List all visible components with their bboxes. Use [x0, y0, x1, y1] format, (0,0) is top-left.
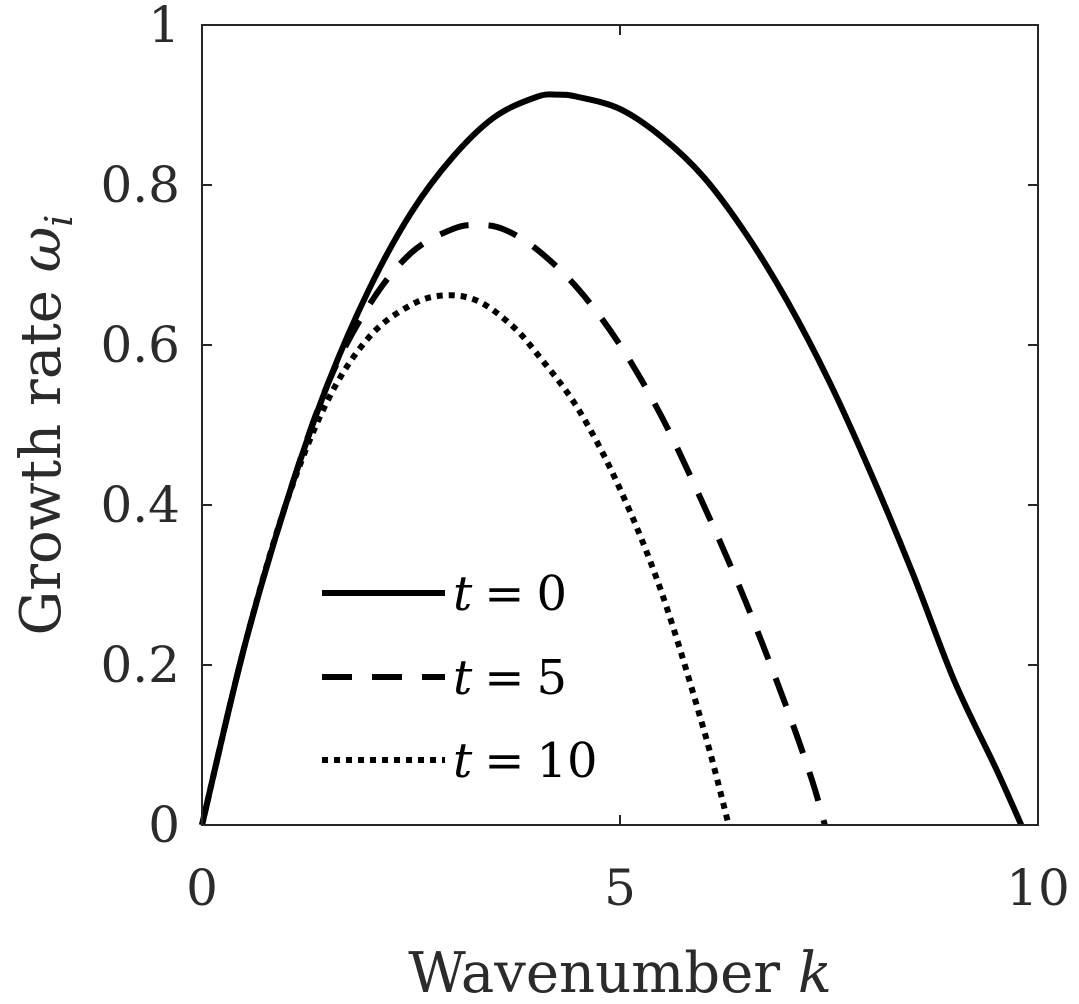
y-tick-label: 0.6	[100, 316, 180, 374]
legend-var: t	[453, 566, 473, 622]
series-line-3	[199, 292, 732, 826]
legend-var: t	[453, 650, 473, 706]
x-tick-label: 10	[1006, 859, 1070, 917]
legend-value: 10	[537, 733, 598, 789]
legend-eq: =	[484, 650, 524, 706]
legend-label-1: t = 0	[453, 566, 567, 622]
y-tick-label: 0.8	[100, 156, 180, 214]
series-lines	[199, 91, 1025, 827]
legend-label-3: t = 10	[453, 733, 598, 789]
y-tick-label: 1	[148, 0, 180, 54]
y-axis-label-text: Growth rate	[9, 272, 74, 635]
y-tick-label: 0.4	[100, 476, 180, 534]
series-line-2	[199, 221, 828, 826]
y-tick-label: 0.2	[100, 636, 180, 694]
y-axis-label-symbol: ω	[9, 227, 74, 273]
x-axis-label-symbol: k	[798, 941, 832, 1004]
legend-value: 5	[537, 650, 568, 706]
y-axis-label-subscript: i	[37, 215, 81, 227]
tick-labels: 0 5 10 0 0.2 0.4 0.6 0.8 1	[100, 0, 1069, 917]
legend-label-2: t = 5	[453, 650, 567, 706]
x-tick-label: 5	[604, 859, 636, 917]
plot-area-background	[202, 25, 1038, 825]
y-tick-label: 0	[148, 796, 180, 854]
axis-ticks	[201, 24, 1039, 826]
legend-var: t	[453, 733, 473, 789]
legend-eq: =	[484, 566, 524, 622]
legend-eq: =	[484, 733, 524, 789]
x-tick-label: 0	[186, 859, 218, 917]
y-axis-label: Growth rate ωi	[9, 215, 81, 636]
legend-value: 0	[537, 566, 568, 622]
x-axis-label: Wavenumber k	[408, 941, 832, 1004]
x-axis-label-text: Wavenumber	[408, 941, 798, 1004]
legend: t = 0t = 5t = 10	[322, 566, 598, 789]
